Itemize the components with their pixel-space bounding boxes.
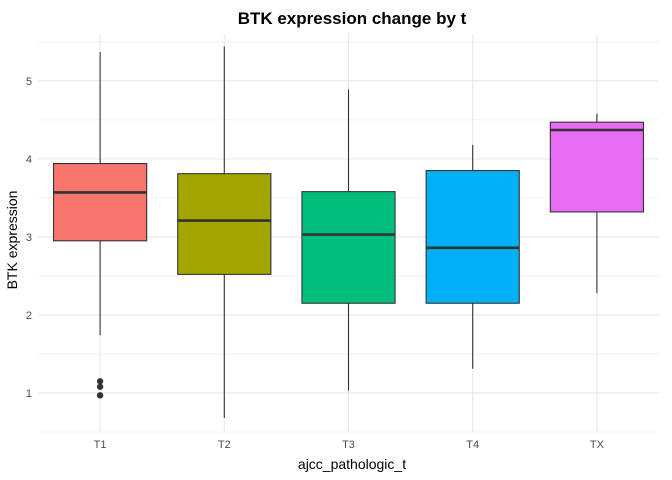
iqr-box: [301, 191, 396, 304]
box-t3: [301, 89, 396, 391]
boxes: [52, 46, 645, 418]
y-axis-ticks: 1 2 3 4 5: [26, 76, 32, 400]
y-axis-title: BTK expression: [4, 191, 20, 290]
y-tick-label: 2: [26, 310, 32, 322]
iqr-box: [549, 121, 645, 213]
box-t2: [177, 46, 272, 418]
x-tick-label: T4: [466, 439, 479, 451]
outlier-point: [96, 378, 104, 385]
iqr-box: [52, 162, 148, 242]
box-t4: [425, 144, 520, 369]
box-tx: [549, 113, 645, 294]
chart-title: BTK expression change by t: [238, 9, 467, 28]
y-tick-label: 1: [26, 388, 32, 400]
y-tick-label: 3: [26, 232, 32, 244]
x-tick-label: T2: [218, 439, 231, 451]
x-tick-label: T1: [94, 439, 107, 451]
y-tick-label: 5: [26, 76, 32, 88]
iqr-box: [177, 173, 272, 275]
iqr-box: [425, 170, 520, 304]
x-axis-ticks: T1 T2 T3 T4 TX: [94, 439, 605, 451]
outlier-point: [96, 392, 104, 399]
x-axis-title: ajcc_pathologic_t: [298, 456, 406, 472]
x-tick-label: T3: [342, 439, 355, 451]
y-tick-label: 4: [26, 154, 32, 166]
x-tick-label: TX: [590, 439, 605, 451]
box-t1: [52, 51, 148, 399]
outlier-point: [96, 383, 104, 390]
